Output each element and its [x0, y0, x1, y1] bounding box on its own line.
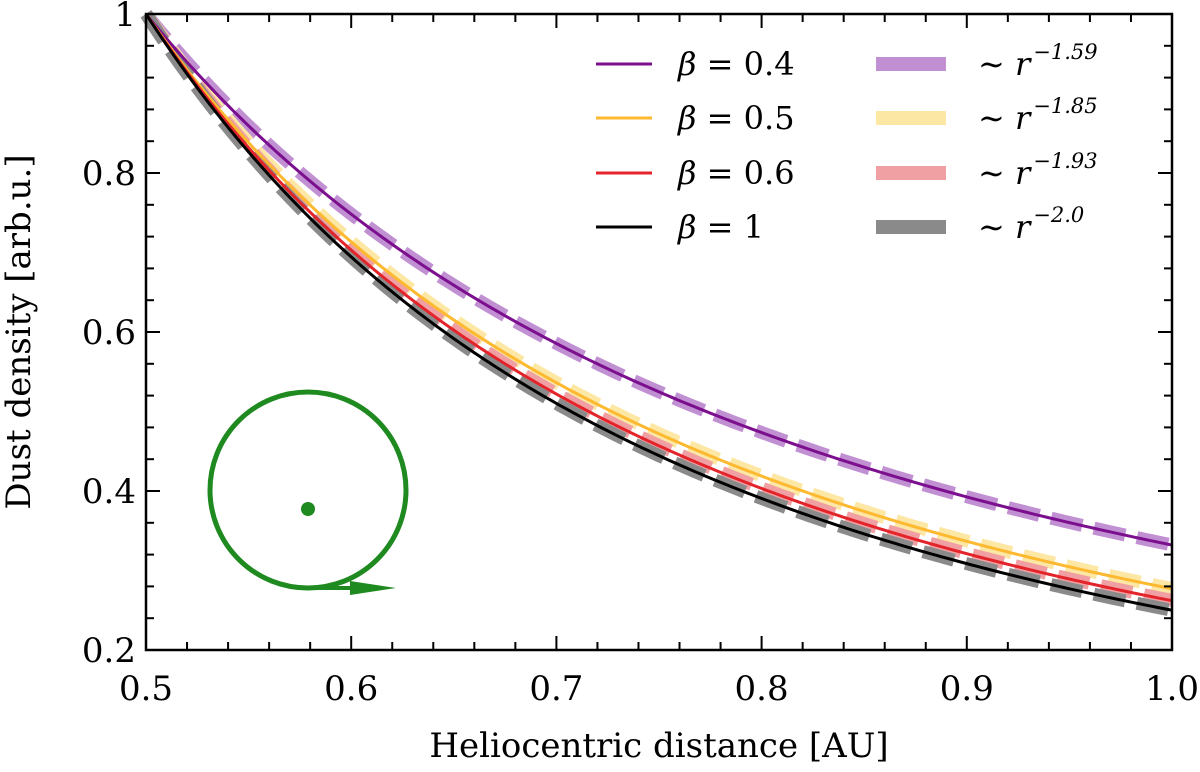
legend-label: ∼ r −2.0 — [978, 203, 1084, 246]
orbit-circle — [207, 389, 409, 591]
y-axis-label: Dust density [arb.u.] — [0, 154, 39, 509]
y-tick-label: 0.6 — [82, 313, 136, 353]
legend-label: ∼ r −1.93 — [978, 149, 1098, 192]
fit-line-1 — [140, 9, 1174, 552]
orbit-arrow-head — [350, 581, 396, 595]
model-line-4 — [144, 13, 1173, 612]
plot-frame — [144, 12, 1174, 652]
tick-labels: 0.5 0.6 0.7 0.8 0.9 1.0 0.2 0.4 0.6 0.8 1 — [82, 0, 1199, 709]
x-tick-label: 0.9 — [940, 669, 994, 709]
orbit-icon — [207, 389, 409, 595]
x-tick-label: 1.0 — [1145, 669, 1199, 709]
legend: β = 0.4 β = 0.5 β = 0.6 β = 1 ∼ r −1.59 ∼ r −1.… — [596, 40, 1098, 246]
model-line-2 — [144, 13, 1173, 591]
x-tick-label: 0.5 — [119, 669, 173, 709]
legend-label: ∼ r −1.85 — [978, 94, 1098, 137]
legend-label: β = 0.4 — [677, 45, 795, 83]
orbit-center-dot — [301, 502, 315, 516]
legend-label: β = 0.5 — [677, 99, 795, 137]
y-tick-label: 0.2 — [82, 631, 136, 671]
model-lines — [144, 13, 1173, 612]
x-tick-label: 0.8 — [735, 669, 789, 709]
x-tick-label: 0.7 — [529, 669, 583, 709]
y-tick-label: 0.8 — [82, 154, 136, 194]
model-line-3 — [144, 13, 1173, 603]
legend-label: β = 1 — [677, 208, 764, 246]
legend-label: ∼ r −1.59 — [978, 40, 1098, 83]
y-tick-label: 1 — [114, 0, 136, 35]
model-line-1 — [144, 13, 1173, 547]
y-tick-label: 0.4 — [82, 472, 136, 512]
legend-label: β = 0.6 — [677, 154, 795, 192]
x-tick-label: 0.6 — [324, 669, 378, 709]
x-axis-label: Heliocentric distance [AU] — [429, 726, 888, 766]
